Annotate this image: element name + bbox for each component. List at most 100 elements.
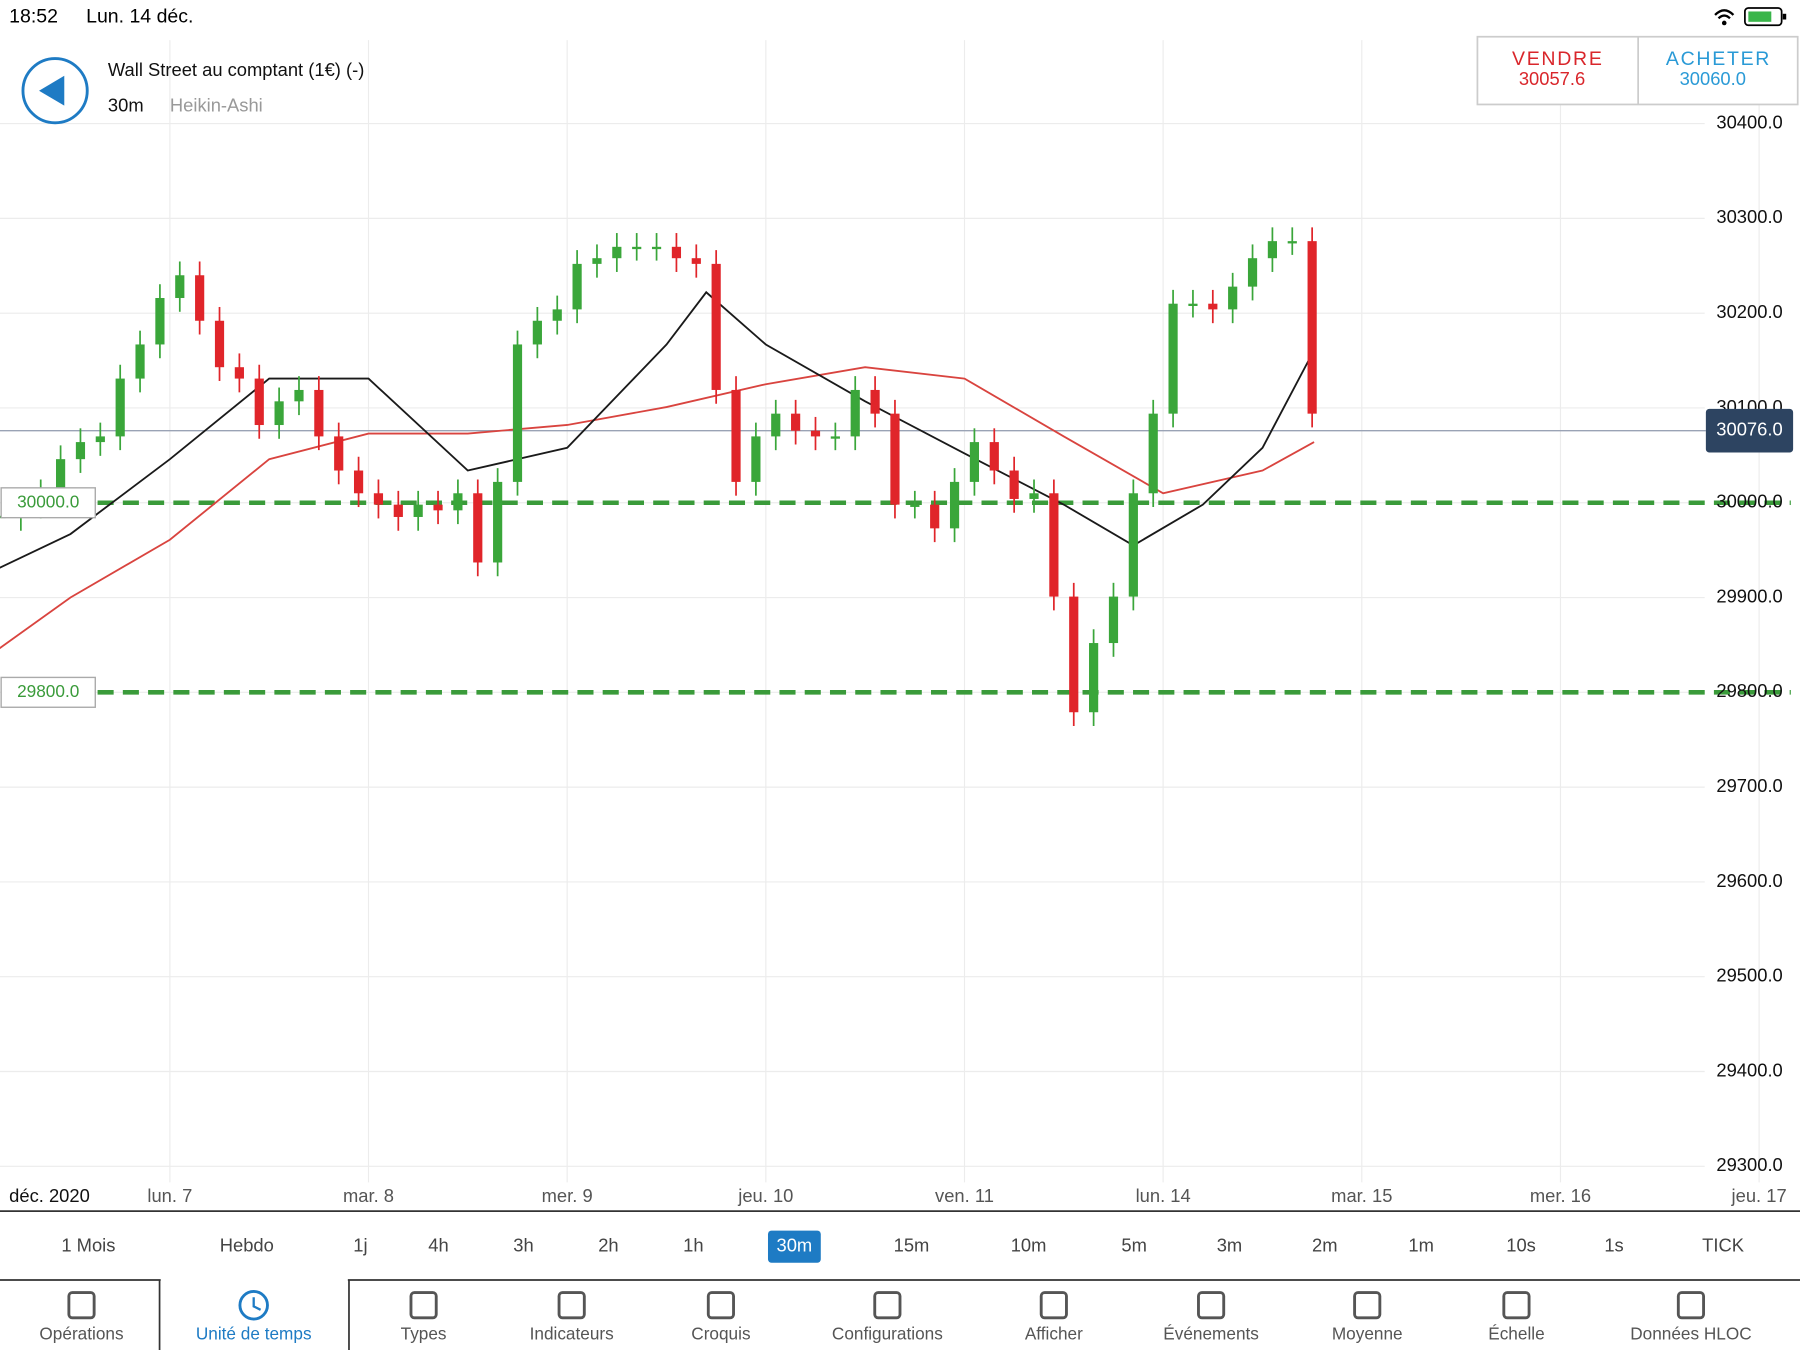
timeframe-option[interactable]: 4h: [428, 1235, 448, 1256]
candle: [1069, 596, 1079, 713]
toolbar-button[interactable]: Moyenne: [1332, 1324, 1403, 1344]
toolbar-button[interactable]: Échelle: [1488, 1324, 1544, 1344]
current-price-label: 30076.0: [1716, 419, 1782, 440]
tab-icon[interactable]: [252, 1297, 262, 1311]
plot: [0, 227, 1791, 727]
y-tick-label: 30200.0: [1716, 301, 1782, 322]
tab-icon[interactable]: [1502, 1291, 1531, 1320]
tab-icon[interactable]: [706, 1291, 735, 1320]
instrument-title: Wall Street au comptant (1€) (-): [108, 59, 364, 80]
candle: [155, 298, 165, 345]
toolbar: Opérations Unité de temps Types Indicateurs…: [39, 1277, 1752, 1350]
level-tag: [0, 487, 96, 519]
candle: [1049, 493, 1059, 597]
x-tick-label: mar. 8: [343, 1185, 394, 1206]
candle: [850, 389, 860, 437]
timeframe-option[interactable]: 30m: [777, 1235, 813, 1256]
tab-icon[interactable]: [1676, 1291, 1706, 1320]
toolbar-button[interactable]: Unité de temps: [196, 1324, 312, 1344]
timeframe-option[interactable]: 1m: [1408, 1235, 1434, 1256]
moving-average: [0, 366, 1315, 650]
toolbar-button[interactable]: Indicateurs: [530, 1324, 614, 1344]
candle: [1228, 286, 1238, 310]
timeframe-option[interactable]: 10s: [1506, 1235, 1536, 1256]
x-tick-label: mer. 9: [542, 1185, 593, 1206]
candle: [214, 320, 225, 368]
timeframe-option[interactable]: 1j: [353, 1235, 367, 1256]
candle: [910, 504, 920, 507]
timeframe-option[interactable]: 3m: [1217, 1235, 1243, 1256]
candle: [195, 275, 205, 321]
level-label: 30000.0: [17, 491, 79, 511]
tab-icon[interactable]: [409, 1291, 438, 1320]
candle: [75, 442, 86, 460]
candle: [1009, 470, 1019, 499]
sell-price[interactable]: 30057.6: [1519, 68, 1585, 89]
timeframe-option[interactable]: 2m: [1312, 1235, 1338, 1256]
timeframe-option[interactable]: 1s: [1604, 1235, 1623, 1256]
timeframe-option[interactable]: 3h: [513, 1235, 533, 1256]
candle: [870, 389, 880, 414]
y-tick-label: 29600.0: [1716, 870, 1782, 891]
moving-average: [0, 290, 1315, 569]
toolbar-button[interactable]: Opérations: [39, 1324, 123, 1344]
candle: [949, 481, 960, 529]
candle: [1148, 413, 1158, 494]
candle: [1029, 493, 1039, 499]
timeframe-option[interactable]: 5m: [1121, 1235, 1147, 1256]
toolbar-button[interactable]: Types: [401, 1324, 447, 1344]
timeframe-option[interactable]: 15m: [894, 1235, 930, 1256]
status-icons: [1714, 7, 1787, 27]
timeframe-option[interactable]: TICK: [1702, 1235, 1745, 1256]
candle: [671, 246, 682, 259]
timeframe-option[interactable]: 2h: [598, 1235, 618, 1256]
toolbar-button[interactable]: Événements: [1163, 1324, 1259, 1344]
tab-icon[interactable]: [1039, 1291, 1068, 1320]
candle: [55, 459, 66, 494]
x-axis-date: déc. 2020: [9, 1185, 90, 1206]
timeframe-label: 30m: [108, 95, 144, 116]
timeframe-option[interactable]: Hebdo: [220, 1235, 274, 1256]
tab-icon[interactable]: [557, 1291, 586, 1320]
level-label: 29800.0: [17, 681, 79, 701]
timeframe-option[interactable]: 1 Mois: [61, 1235, 115, 1256]
toolbar-button[interactable]: Afficher: [1025, 1324, 1083, 1344]
candle: [810, 430, 821, 437]
x-tick-label: mer. 16: [1530, 1185, 1591, 1206]
status-time: 18:52: [9, 5, 58, 27]
buy-label[interactable]: ACHETER: [1666, 48, 1771, 70]
y-tick-label: 30000.0: [1716, 491, 1782, 512]
candle: [572, 263, 582, 310]
candle: [1287, 241, 1297, 244]
candle: [353, 470, 364, 494]
candle: [493, 481, 503, 563]
buy-price[interactable]: 30060.0: [1680, 68, 1746, 89]
timeframe-option[interactable]: 10m: [1011, 1235, 1047, 1256]
toolbar-button[interactable]: Données HLOC: [1630, 1324, 1751, 1344]
y-tick-label: 29400.0: [1716, 1059, 1782, 1080]
tab-icon[interactable]: [873, 1291, 902, 1320]
candle: [334, 436, 344, 471]
candle: [1108, 596, 1119, 644]
candle: [393, 504, 403, 517]
sell-button[interactable]: VENDRE 30057.6: [1512, 48, 1604, 89]
candle: [771, 413, 781, 437]
back-button[interactable]: [21, 57, 89, 125]
candle: [294, 389, 304, 402]
tab-icon[interactable]: [1197, 1291, 1226, 1320]
timeframe-option[interactable]: 1h: [683, 1235, 703, 1256]
tab-icon[interactable]: [238, 1290, 269, 1321]
candle: [175, 275, 185, 299]
candle: [930, 504, 940, 529]
candle: [512, 344, 523, 482]
sell-label[interactable]: VENDRE: [1512, 48, 1604, 70]
candle: [1307, 241, 1317, 414]
toolbar-button[interactable]: Croquis: [691, 1324, 750, 1344]
quote-box: [1476, 35, 1799, 106]
timeframe-selected-bg[interactable]: [767, 1230, 821, 1263]
toolbar-button[interactable]: Configurations: [832, 1324, 943, 1344]
tab-icon[interactable]: [1353, 1291, 1382, 1320]
y-tick-label: 30400.0: [1716, 111, 1782, 132]
buy-button[interactable]: ACHETER 30060.0: [1666, 48, 1771, 89]
tab-icon[interactable]: [67, 1291, 96, 1320]
